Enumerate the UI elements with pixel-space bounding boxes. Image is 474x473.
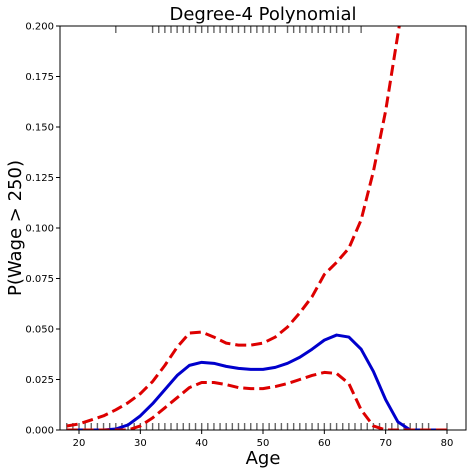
x-tick-label: 20 xyxy=(73,438,86,449)
series-line-band-lower xyxy=(66,370,447,430)
y-tick-label: 0.200 xyxy=(25,22,54,33)
y-tick-label: 0.125 xyxy=(25,173,54,184)
series-line-fit xyxy=(66,333,447,430)
y-tick-label: 0.100 xyxy=(25,224,54,235)
y-axis-label: P(Wage > 250) xyxy=(5,160,26,296)
chart-title: Degree-4 Polynomial xyxy=(169,4,356,25)
y-tick-label: 0.175 xyxy=(25,72,54,83)
x-tick-label: 80 xyxy=(441,438,454,449)
y-tick-label: 0.050 xyxy=(25,325,54,336)
y-tick-label: 0.000 xyxy=(25,426,54,437)
y-tick-label: 0.025 xyxy=(25,375,54,386)
x-tick-label: 40 xyxy=(195,438,208,449)
y-tick-label: 0.150 xyxy=(25,123,54,134)
x-tick-label: 60 xyxy=(318,438,331,449)
x-tick-label: 70 xyxy=(379,438,392,449)
y-tick-label: 0.075 xyxy=(25,274,54,285)
x-tick-label: 30 xyxy=(134,438,147,449)
series-group xyxy=(66,26,447,430)
plot-area: 20 30 40 50 60 70 80 0.000 0.025 0.050 0.075 0.100 0… xyxy=(25,22,467,449)
x-tick-label: 50 xyxy=(257,438,270,449)
series-line-band-upper xyxy=(66,26,401,428)
x-axis-label: Age xyxy=(246,448,281,469)
